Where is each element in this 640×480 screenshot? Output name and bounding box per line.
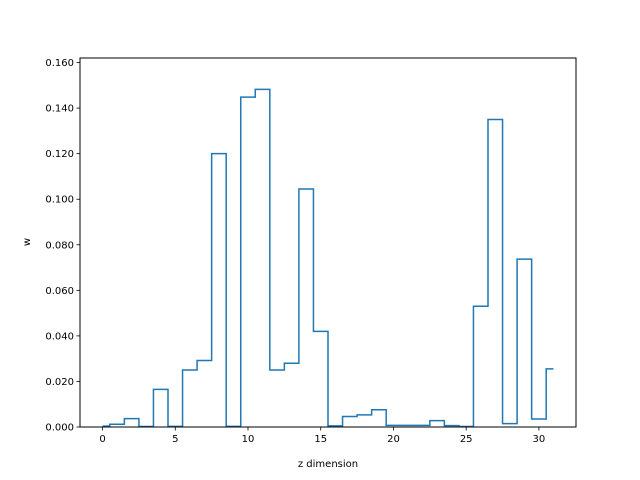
y-axis-label: w (22, 238, 33, 246)
y-tick-label: 0.140 (45, 104, 74, 115)
series-step-line (102, 88, 554, 428)
x-tick-label: 20 (387, 434, 400, 445)
x-tick-label: 10 (242, 434, 255, 445)
x-tick-label: 25 (460, 434, 473, 445)
y-tick-label: 0.120 (45, 149, 74, 160)
x-tick-label: 5 (172, 434, 178, 445)
y-tick-label: 0.080 (45, 240, 74, 251)
y-tick-label: 0.060 (45, 286, 74, 297)
x-axis-label: z dimension (298, 459, 358, 470)
plot-area (102, 88, 554, 428)
x-tick-label: 30 (533, 434, 546, 445)
axes-frame (79, 57, 577, 428)
y-tick-label: 0.020 (45, 377, 74, 388)
x-tick-label: 0 (99, 434, 105, 445)
y-tick-label: 0.100 (45, 195, 74, 206)
y-tick-label: 0.160 (45, 58, 74, 69)
x-axis-ticks: 0 5 10 15 20 25 30 (99, 427, 545, 445)
y-axis-ticks: 0.000 0.020 0.040 0.060 0.080 0.100 0.120 0.140… (45, 58, 80, 434)
x-tick-label: 15 (314, 434, 327, 445)
y-tick-label: 0.040 (45, 331, 74, 342)
y-tick-label: 0.000 (45, 423, 74, 434)
